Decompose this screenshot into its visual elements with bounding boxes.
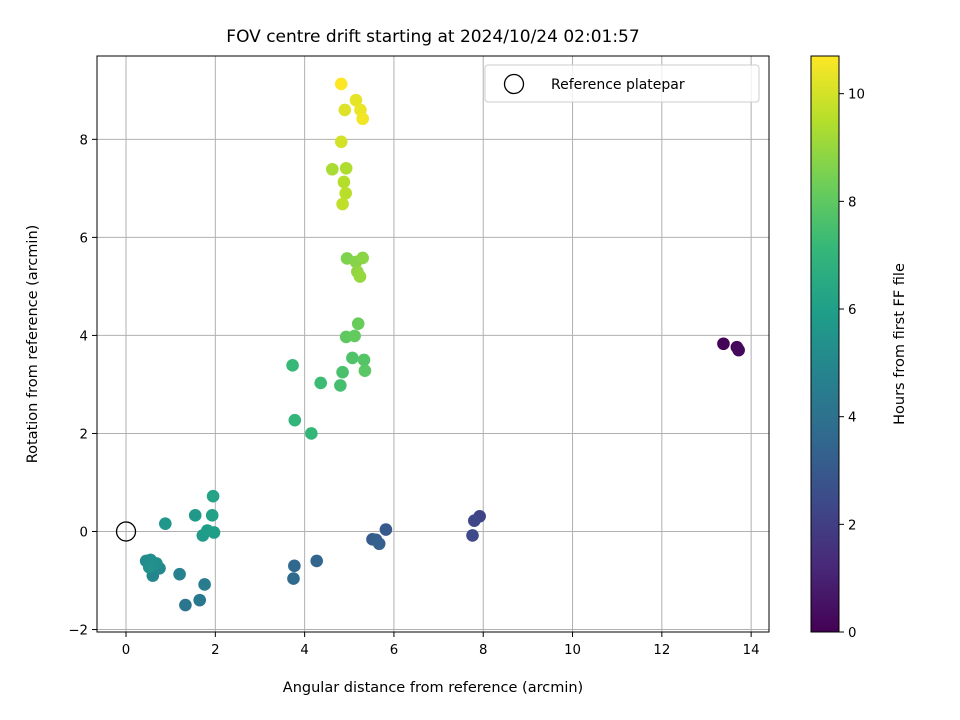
colorbar-gradient [810,55,840,633]
colorbar-ticks: 0 2 4 6 8 10 [839,88,865,641]
colorbar-tick-label: 8 [848,195,856,210]
data-point [207,526,221,539]
data-point [286,359,299,372]
chart-title: FOV centre drift starting at 2024/10/24 … [226,27,639,47]
grid [97,56,769,632]
data-point [326,162,339,176]
x-axis-label: Angular distance from reference (arcmin) [283,680,583,696]
data-point [349,93,363,107]
data-point [288,559,301,573]
data-point [358,364,372,378]
data-point [334,77,348,91]
data-point [339,186,353,200]
data-point [310,554,323,568]
x-tick-label: 8 [479,643,487,658]
data-point [717,337,730,351]
colorbar-tick-label: 0 [848,626,856,641]
data-point [732,343,745,357]
data-point [372,537,386,551]
y-tick-label: 4 [80,329,88,344]
colorbar-tick-label: 6 [848,303,856,318]
data-point [334,379,347,392]
colorbar-tick-label: 10 [848,88,865,103]
data-point [338,103,352,117]
legend-reference-marker [503,73,525,95]
data-point [142,560,156,574]
data-point [206,489,220,503]
data-point [353,270,367,283]
data-point [334,135,348,149]
legend: Reference platepar [484,64,760,103]
plot-frame [96,55,770,633]
data-point [173,567,186,581]
reference-marker [115,521,137,542]
data-point [193,593,206,607]
data-point [287,572,300,585]
data-point [468,514,481,528]
y-tick-label: −2 [68,624,88,639]
data-point [351,317,365,330]
legend-box [484,64,760,103]
colorbar: 0 2 4 6 8 10 Hours from first FF file [810,55,908,641]
colorbar-tick-label: 4 [848,411,856,426]
data-point [339,161,353,175]
data-point [179,598,192,612]
data-point [314,376,328,390]
data-point [288,413,302,427]
data-point [205,509,219,522]
x-tick-label: 2 [211,643,219,658]
x-tick-label: 12 [653,643,670,658]
y-tick-label: 6 [80,231,88,246]
data-point [466,529,479,542]
data-point [346,351,359,365]
y-axis-ticks: −2 0 2 4 6 8 [68,133,97,639]
x-tick-label: 14 [743,643,760,658]
y-tick-label: 0 [80,526,88,541]
colorbar-tick-label: 2 [848,518,856,533]
data-point [356,251,369,265]
data-point [348,329,361,343]
data-point [188,509,202,522]
data-point [356,112,369,126]
x-axis-ticks: 0 2 4 6 8 10 12 14 [122,632,760,658]
legend-reference-label: Reference platepar [551,77,685,93]
data-point [159,517,172,530]
data-point [336,365,349,379]
y-tick-label: 8 [80,133,88,148]
data-point [336,197,349,211]
data-point [198,578,211,591]
data-point [305,427,318,440]
data-point [357,353,371,367]
data-point [337,175,351,189]
data-point [379,523,393,536]
x-tick-label: 4 [300,643,308,658]
colorbar-label: Hours from first FF file [892,263,908,425]
data-points [115,77,745,612]
y-axis-label: Rotation from reference (arcmin) [25,225,41,464]
x-tick-label: 6 [390,643,398,658]
x-tick-label: 0 [122,643,130,658]
y-tick-label: 2 [80,427,88,442]
x-tick-label: 10 [564,643,581,658]
